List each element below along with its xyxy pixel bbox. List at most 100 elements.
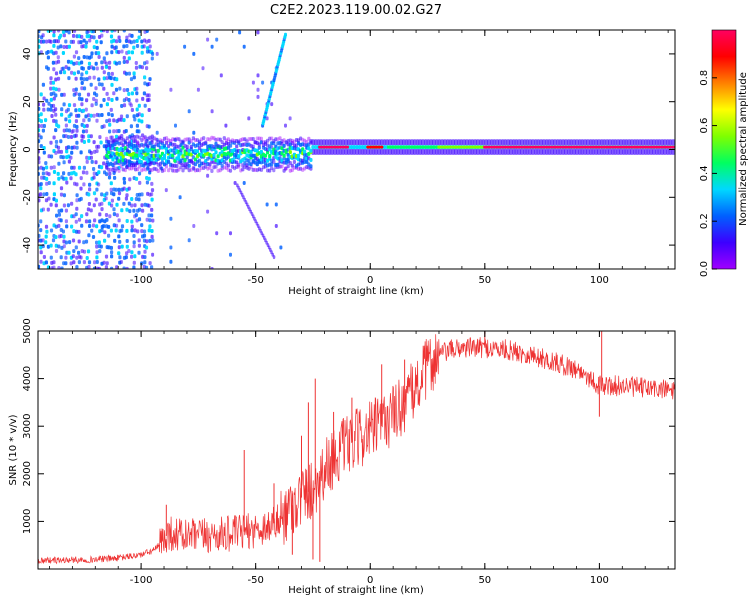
spectrogram-cell — [158, 138, 162, 143]
spectrogram-cell — [39, 144, 43, 149]
spectrogram-cell — [89, 208, 93, 213]
spectrogram-cell — [462, 139, 466, 146]
spectrogram-cell — [38, 160, 41, 165]
spectrogram-cell — [608, 148, 612, 155]
spectrogram-cell — [114, 228, 118, 233]
spectrogram-cell — [87, 233, 91, 238]
spectrogram-cell — [454, 148, 458, 155]
snr-ytick-label: 3000 — [22, 413, 33, 438]
spectrogram-cell — [195, 168, 200, 173]
spectrogram-cell — [62, 102, 66, 107]
spectrogram-cell — [137, 112, 141, 117]
spectrogram-cell — [265, 116, 269, 121]
snr-xtick-label: 50 — [478, 575, 491, 586]
spectrogram-cell — [140, 203, 144, 208]
spectrogram-cell — [197, 158, 202, 163]
spectrogram-cell — [616, 148, 620, 155]
spectrogram-cell — [558, 148, 563, 155]
spectrogram-cell — [443, 148, 447, 155]
spectrogram-cell — [204, 164, 208, 169]
spectrogram-cell — [52, 260, 56, 265]
spectrogram-cell — [142, 136, 146, 141]
spectrogram-cell — [415, 139, 420, 146]
spectrogram-cell — [388, 148, 392, 155]
spectrogram-cell — [72, 33, 76, 38]
spectrogram-cell — [82, 77, 86, 82]
spectrogram-cell — [84, 40, 89, 45]
spectrogram-ylabel: Frequency (Hz) — [8, 111, 19, 187]
spectrogram-cell — [70, 201, 74, 206]
spectrogram-cell — [42, 255, 46, 259]
spectrogram-cell — [64, 255, 68, 260]
spectrogram-cell — [219, 73, 223, 78]
spectrogram-cell — [122, 60, 126, 64]
spectrogram-cell — [110, 250, 114, 255]
spectrogram-cell — [57, 223, 61, 228]
spectrogram-cell — [124, 39, 129, 43]
spectrogram-cell — [150, 213, 154, 218]
spectrogram-cell — [189, 139, 193, 144]
spectrogram-cell — [196, 87, 200, 92]
spectrogram-cell — [134, 138, 138, 143]
spectrogram-cell — [547, 139, 552, 146]
spectrogram-cell — [88, 187, 92, 192]
spectrogram-cell — [138, 159, 142, 164]
spectrogram-cell — [79, 150, 83, 155]
colorbar-frame — [711, 29, 737, 270]
spectrogram-cell — [113, 30, 117, 33]
spectrogram-cell — [605, 148, 609, 155]
spectrogram-cell — [67, 66, 71, 71]
spectrogram-cell — [655, 139, 659, 146]
spectrogram-cell — [39, 112, 43, 117]
spectrogram-cell — [89, 134, 93, 139]
spectrogram-cell — [92, 191, 97, 196]
spectrogram-cell — [167, 168, 171, 173]
spectrogram-cell — [135, 44, 140, 48]
spectrogram-cell — [107, 224, 111, 229]
spectrogram-cell — [564, 148, 568, 155]
spectrogram-cell — [151, 51, 155, 56]
spectrogram-cell — [107, 139, 111, 144]
spectrogram-cell — [206, 137, 210, 142]
spectrogram-cell — [129, 77, 134, 82]
spectrogram-cell — [66, 135, 71, 139]
spectrogram-cell — [303, 149, 307, 154]
spectrogram-cell — [624, 148, 629, 155]
spectrogram-cell — [76, 70, 80, 75]
spectrogram-cell — [282, 153, 286, 158]
spectrogram-cell — [473, 148, 477, 155]
spectrogram-cell — [130, 91, 134, 96]
spectrogram-cell — [115, 137, 119, 142]
spectrogram-cell — [85, 77, 89, 82]
spectrogram-cell — [583, 148, 587, 155]
spectrogram-cell — [132, 45, 136, 50]
spectrogram-cell — [492, 139, 497, 146]
spectrogram-cell — [644, 148, 648, 155]
spectrogram-cell — [132, 208, 136, 213]
spectrogram-xtick-label: 0 — [367, 275, 373, 286]
spectrogram-cell — [561, 148, 565, 155]
spectrogram-cell — [57, 244, 61, 249]
spectrogram-cell — [130, 228, 134, 233]
spectrogram-cell — [141, 133, 145, 138]
spectrogram-cell — [124, 196, 128, 201]
spectrogram-cell — [175, 164, 179, 168]
spectrogram-cell — [91, 223, 96, 228]
spectrogram-cell — [132, 114, 136, 119]
spectrogram-cell — [89, 82, 93, 87]
spectrogram-cell — [344, 148, 348, 155]
spectrogram-cell — [75, 145, 79, 150]
spectrogram-cell — [66, 107, 70, 112]
spectrogram-cell — [142, 91, 146, 96]
spectrogram-cell — [413, 148, 417, 155]
spectrogram-cell — [641, 139, 645, 146]
spectrogram-cell — [115, 213, 119, 218]
spectrogram-cell — [60, 208, 64, 213]
spectrogram-cell — [75, 265, 79, 269]
spectrogram-cell — [509, 148, 513, 155]
spectrogram-cell — [224, 138, 228, 143]
spectrogram-cell — [479, 148, 483, 155]
spectrogram-cell — [103, 238, 107, 243]
spectrogram-cell — [542, 139, 546, 146]
spectrogram-cell — [150, 181, 154, 186]
